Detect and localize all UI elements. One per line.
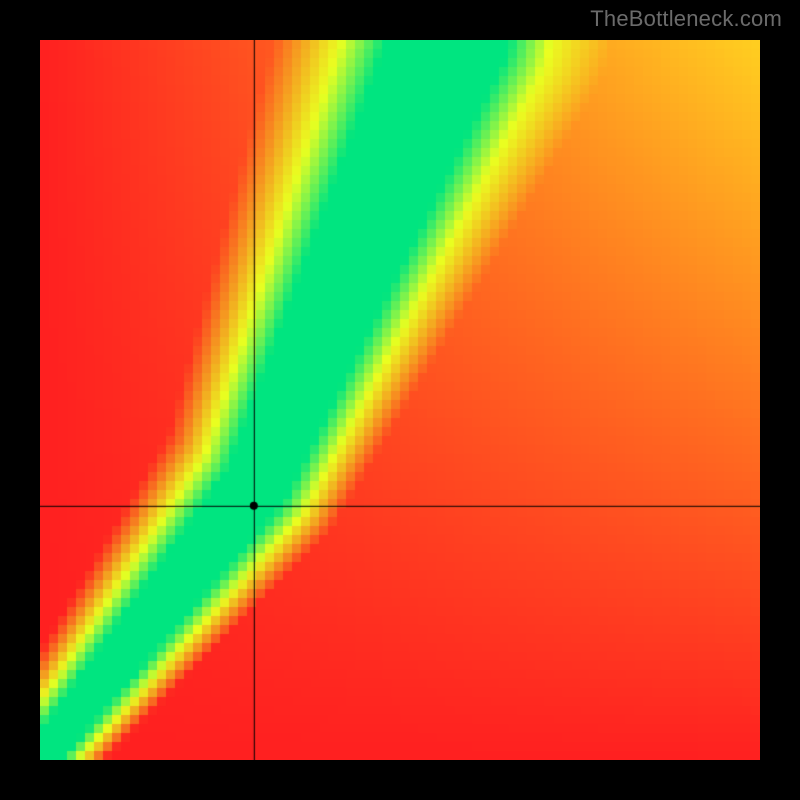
chart-container: TheBottleneck.com bbox=[0, 0, 800, 800]
bottleneck-heatmap bbox=[40, 40, 760, 760]
watermark-text: TheBottleneck.com bbox=[590, 6, 782, 32]
